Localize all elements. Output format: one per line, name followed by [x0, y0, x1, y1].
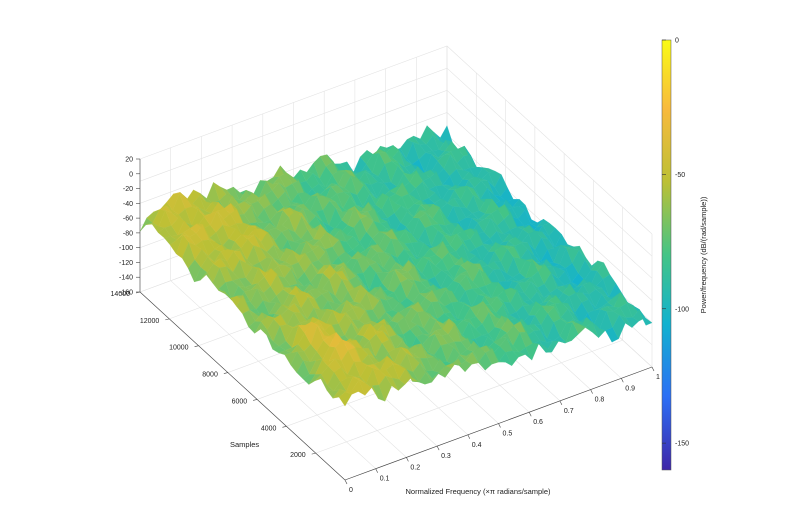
y-tick-mark	[253, 399, 258, 401]
x-tick-label: 1	[656, 374, 660, 381]
x-tick-label: 0.9	[625, 385, 635, 392]
x-tick-mark	[375, 468, 378, 473]
z-tick-label: -120	[119, 260, 133, 267]
y-tick-mark	[282, 425, 287, 428]
x-tick-mark	[406, 457, 409, 462]
colorbar-tick-label: -150	[675, 441, 689, 448]
x-tick-label: 0.4	[472, 442, 482, 449]
y-tick-label: 4000	[261, 425, 277, 432]
z-tick-label: -100	[119, 245, 133, 252]
x-axis-line	[344, 366, 653, 481]
x-tick-mark	[498, 423, 501, 428]
colorbar-tick-label: -50	[675, 172, 685, 179]
colorbar: 0 -50 -100 -150 Power/frequency (dB/(rad/sa…	[661, 38, 708, 471]
x-axis-label: Normalized Frequency (×π radians/sample)	[405, 487, 551, 496]
z-tick-label: -140	[119, 275, 133, 282]
x-tick-mark	[651, 366, 655, 372]
z-tick-label: -40	[123, 201, 133, 208]
x-tick-label: 0.7	[564, 408, 574, 415]
x-tick-mark	[467, 434, 471, 439]
x-tick-mark	[559, 400, 563, 406]
x-tick-label: 0.3	[441, 453, 451, 460]
y-axis-label: Samples	[230, 440, 259, 449]
surface-patch	[639, 309, 653, 326]
y-tick-label: 2000	[290, 452, 306, 459]
x-tick-mark	[590, 389, 593, 394]
x-tick-label: 0.8	[595, 397, 605, 404]
y-tick-mark	[194, 345, 199, 348]
colorbar-label: Power/frequency (dB/(rad/sample))	[699, 196, 708, 313]
z-tick-label: -160	[119, 290, 133, 297]
z-tick-label: -20	[123, 186, 133, 193]
x-tick-mark	[436, 445, 440, 451]
surface-mesh	[139, 125, 653, 407]
z-tick-label: 20	[125, 157, 133, 164]
y-tick-label: 12000	[140, 318, 160, 325]
axis-ticks: 20 0 -20 -40 -60 -80 -100 -120 -140 -160 0 0.1 0.2 0.…	[111, 157, 660, 495]
x-tick-mark	[528, 412, 532, 417]
y-tick-mark	[223, 372, 228, 374]
z-tick-label: 0	[129, 171, 133, 178]
x-tick-label: 0.5	[503, 431, 513, 438]
colorbar-tick-label: -100	[675, 306, 689, 313]
z-tick-label: -60	[123, 216, 133, 223]
colorbar-gradient	[661, 39, 672, 471]
y-tick-mark	[135, 291, 141, 294]
x-tick-label: 0.2	[410, 464, 420, 471]
y-tick-label: 10000	[169, 345, 189, 352]
y-tick-label: 14000	[111, 291, 131, 298]
x-tick-label: 0	[349, 487, 353, 494]
y-tick-mark	[165, 318, 170, 321]
x-tick-label: 0.6	[533, 419, 543, 426]
x-tick-mark	[621, 378, 624, 383]
y-tick-label: 6000	[232, 398, 248, 405]
z-tick-label: -80	[123, 230, 133, 237]
x-tick-label: 0.1	[380, 476, 390, 483]
y-tick-mark	[311, 452, 316, 455]
y-axis-line	[139, 291, 346, 481]
y-tick-label: 8000	[202, 372, 218, 379]
x-tick-mark	[344, 479, 348, 485]
colorbar-tick-label: 0	[675, 38, 679, 45]
